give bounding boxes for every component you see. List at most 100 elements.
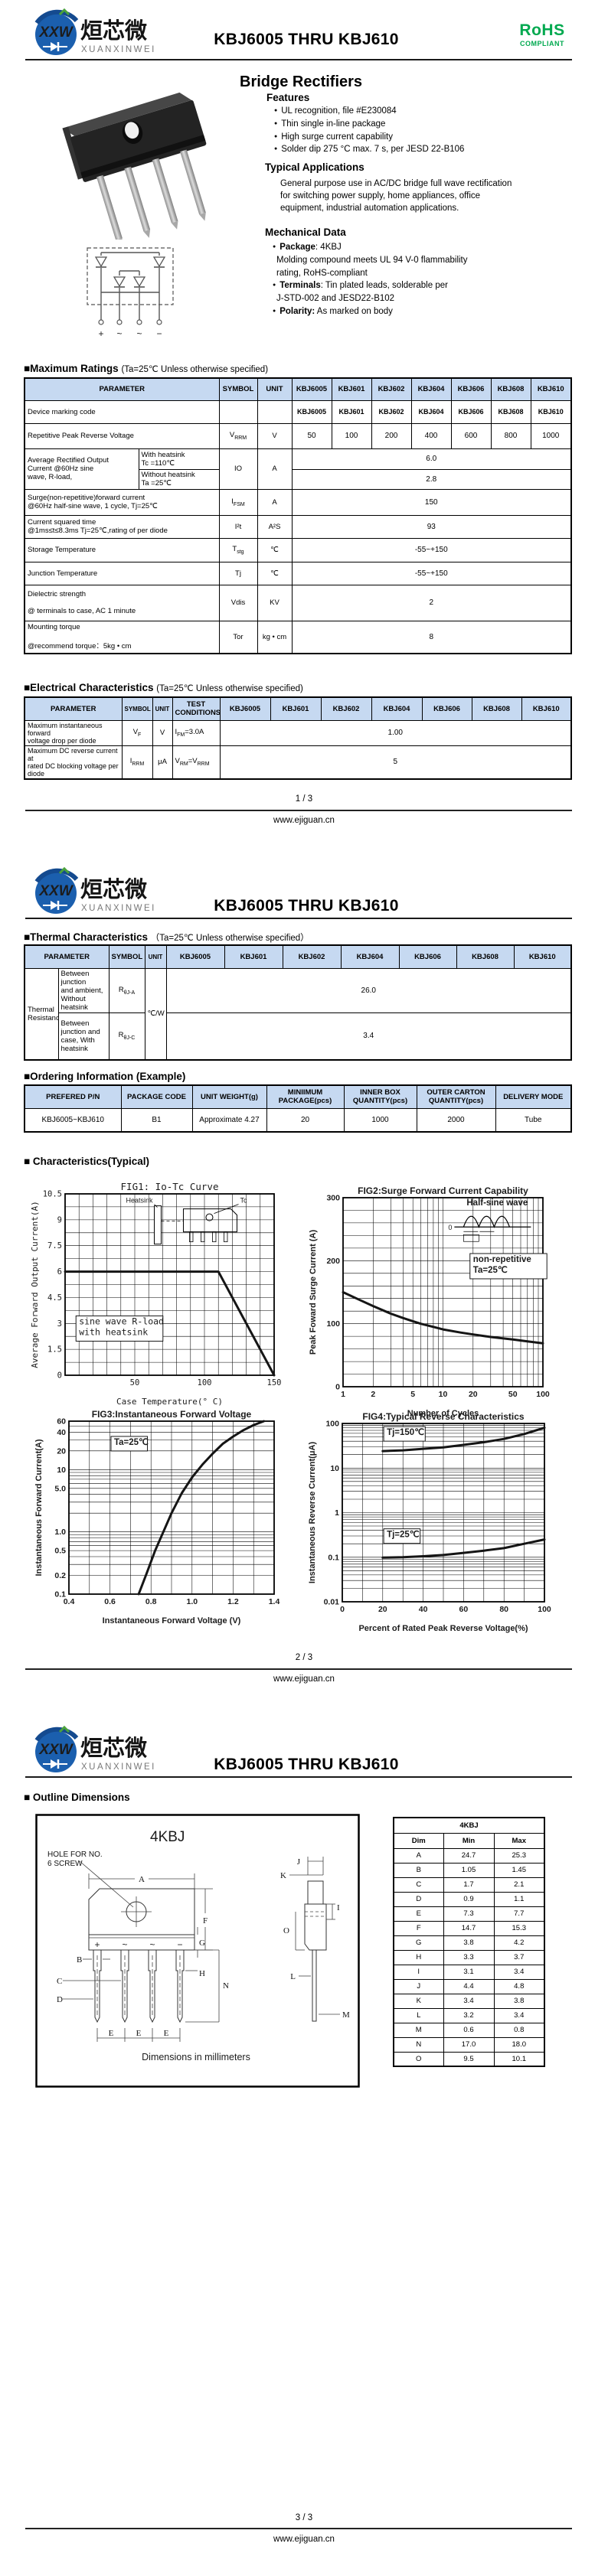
ordering-table: PREFERED P/N PACKAGE CODE UNIT WEIGHT(g) MI… xyxy=(24,1084,572,1133)
dim-e1: E xyxy=(109,2029,114,2038)
bullet-icon: ● xyxy=(273,244,276,249)
product-photo xyxy=(62,92,207,240)
dim-n: N xyxy=(223,1981,229,1991)
model-header: KBJ601 xyxy=(331,377,372,401)
rohs-compliant-label: COMPLIANT xyxy=(520,40,564,47)
dim-a: A xyxy=(139,1875,145,1884)
min-cell: 1.05 xyxy=(443,1862,495,1878)
y-tick-label: 0.1 xyxy=(54,1590,66,1599)
chart-curve xyxy=(64,1270,276,1377)
dim-table-row: O 9.5 10.1 xyxy=(393,2051,545,2067)
feature-text: UL recognition, file #E230084 xyxy=(281,106,397,116)
dim-table-title: 4KBJ xyxy=(393,1817,545,1834)
mechanical-item: rating, RoHS-compliant xyxy=(273,267,579,280)
x-tick-label: 50 xyxy=(130,1378,140,1387)
diode-icon xyxy=(43,1759,67,1769)
logo-monogram: XXW xyxy=(38,1742,74,1758)
unit-cell: V xyxy=(257,422,293,449)
table-row-tstg: Storage Temperature Tstg ℃ -55~+150 xyxy=(24,537,572,562)
diode-symbols xyxy=(94,256,166,288)
ordering-header: OUTER CARTON QUANTITY(pcs) xyxy=(416,1084,496,1109)
y-tick-label: 60 xyxy=(57,1417,66,1427)
x-tick-label: 150 xyxy=(267,1378,282,1387)
dim-i: I xyxy=(337,1903,340,1912)
feature-text: Thin single in-line package xyxy=(281,119,386,129)
dim-table-row: K 3.4 3.8 xyxy=(393,1993,545,2009)
brand-chinese: 烜芯微 xyxy=(80,1736,147,1761)
dim-table-row: B 1.05 1.45 xyxy=(393,1862,545,1878)
svg-text:−: − xyxy=(177,1939,182,1950)
dim-table-row: L 3.2 3.4 xyxy=(393,2007,545,2023)
ordering-header: PREFERED P/N xyxy=(24,1084,122,1109)
svg-text:~: ~ xyxy=(136,328,142,339)
bridge-schematic: + ~ ~ − xyxy=(87,247,174,339)
chart-curve xyxy=(381,1538,546,1559)
group-cell: Thermal Resistance xyxy=(24,967,59,1061)
dim-cell: A xyxy=(393,1847,444,1864)
value-cell: 800 xyxy=(490,422,531,449)
parameter-cell: Repetitive Peak Reverse Voltage xyxy=(24,422,220,449)
unit-cell: μA xyxy=(152,745,173,779)
schematic-wires xyxy=(100,252,160,320)
mechanical-text: : Tin plated leads, solderable per xyxy=(320,281,448,291)
svg-text:~: ~ xyxy=(149,1939,155,1950)
bullet-icon: ● xyxy=(274,133,278,139)
chart-title: FIG1: Io-Tc Curve xyxy=(121,1183,219,1192)
hole-note-line1: HOLE FOR NO. xyxy=(47,1850,103,1859)
value-cell: 8 xyxy=(291,620,572,654)
x-axis-label: Instantaneous Forward Voltage (V) xyxy=(103,1616,241,1625)
svg-text:~: ~ xyxy=(116,328,122,339)
y-tick-label: 6 xyxy=(57,1267,62,1277)
max-cell: 25.3 xyxy=(493,1847,545,1864)
front-view: + ~ ~ − xyxy=(88,1888,195,2023)
dim-cell: M xyxy=(393,2022,444,2038)
rohs-label: RoHS xyxy=(519,21,565,39)
parameter-cell: Maximum instantaneous forward voltage dr… xyxy=(24,719,123,746)
condition-cell: With heatsink Tc =110℃ xyxy=(138,448,220,470)
doc-title: KBJ6005 THRU KBJ610 xyxy=(214,31,399,48)
symbol-header: SYMBOL xyxy=(121,696,153,721)
chart-curve xyxy=(381,1427,546,1453)
ordering-header: INNER BOX QUANTITY(pcs) xyxy=(343,1084,417,1109)
value-cell: 1000 xyxy=(530,422,572,449)
value-cell: KBJ610 xyxy=(530,399,572,424)
test-conditions-header: TEST CONDITIONS xyxy=(172,696,221,721)
x-tick-label: 0 xyxy=(340,1605,345,1614)
brand-english: XUANXINWEI xyxy=(81,904,156,913)
brand-chinese: 烜芯微 xyxy=(80,877,147,902)
value-cell: KBJ608 xyxy=(490,399,531,424)
logo: XXW 烜芯微 XUANXINWEI xyxy=(34,8,154,55)
unit-cell: ℃ xyxy=(257,561,293,585)
model-header: KBJ601 xyxy=(270,696,322,721)
dim-cell: J xyxy=(393,1978,444,1994)
thermal-title: ■Thermal Characteristics （Ta=25℃ Unless … xyxy=(24,931,309,944)
ordering-header: UNIT WEIGHT(g) xyxy=(191,1084,267,1109)
model-header: KBJ608 xyxy=(471,696,522,721)
test-conditions-cell: IFM=3.0A xyxy=(172,719,221,746)
max-cell: 3.4 xyxy=(493,1964,545,1980)
dim-table-row: M 0.6 0.8 xyxy=(393,2022,545,2038)
max-ratings-title: ■Maximum Ratings (Ta=25℃ Unless otherwis… xyxy=(24,363,268,374)
y-tick-label: 5.0 xyxy=(54,1484,66,1493)
y-tick-label: 20 xyxy=(57,1446,66,1456)
parameter-cell: Junction Temperature xyxy=(24,561,220,585)
max-cell: 18.0 xyxy=(493,2036,545,2053)
section-title: ■Maximum Ratings xyxy=(24,363,119,374)
mechanical-title: Mechanical Data xyxy=(265,227,346,238)
symbol-cell: RθJ-C xyxy=(108,1012,145,1061)
feature-item: ● Thin single in-line package xyxy=(274,118,464,131)
chart-fig4: 0 20 40 60 80 100 0.01 0.1 1 10 100 Tj=150℃ Tj=25℃ FI… xyxy=(307,1411,554,1639)
x-tick-label: 1.2 xyxy=(227,1597,239,1606)
dim-cell: K xyxy=(393,1993,444,2009)
y-tick-label: 10 xyxy=(330,1464,339,1473)
y-axis-label: Instantaneous Forward Current(A) xyxy=(34,1439,44,1576)
param-header: PARAMETER xyxy=(24,696,123,721)
mechanical-text: : 4KBJ xyxy=(315,243,342,252)
value-cell: Tube xyxy=(495,1107,572,1133)
parameter-cell: Surge(non-repetitive)forward current @60… xyxy=(24,488,220,516)
value-cell: 600 xyxy=(450,422,492,449)
feature-text: Solder dip 275 °C max. 7 s, per JESD 22-… xyxy=(281,145,465,155)
mechanical-item: ● Polarity: As marked on body xyxy=(273,305,579,318)
dim-table-row: N 17.0 18.0 xyxy=(393,2036,545,2053)
inset-label: 0 xyxy=(448,1224,452,1231)
